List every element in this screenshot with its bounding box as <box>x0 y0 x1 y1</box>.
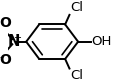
Text: O: O <box>0 16 11 30</box>
Text: O: O <box>0 54 11 67</box>
Text: Cl: Cl <box>69 1 82 15</box>
Text: -: - <box>0 52 4 62</box>
Text: +: + <box>13 33 21 43</box>
Text: OH: OH <box>90 35 110 48</box>
Text: Cl: Cl <box>69 69 82 82</box>
Text: N: N <box>8 34 20 49</box>
